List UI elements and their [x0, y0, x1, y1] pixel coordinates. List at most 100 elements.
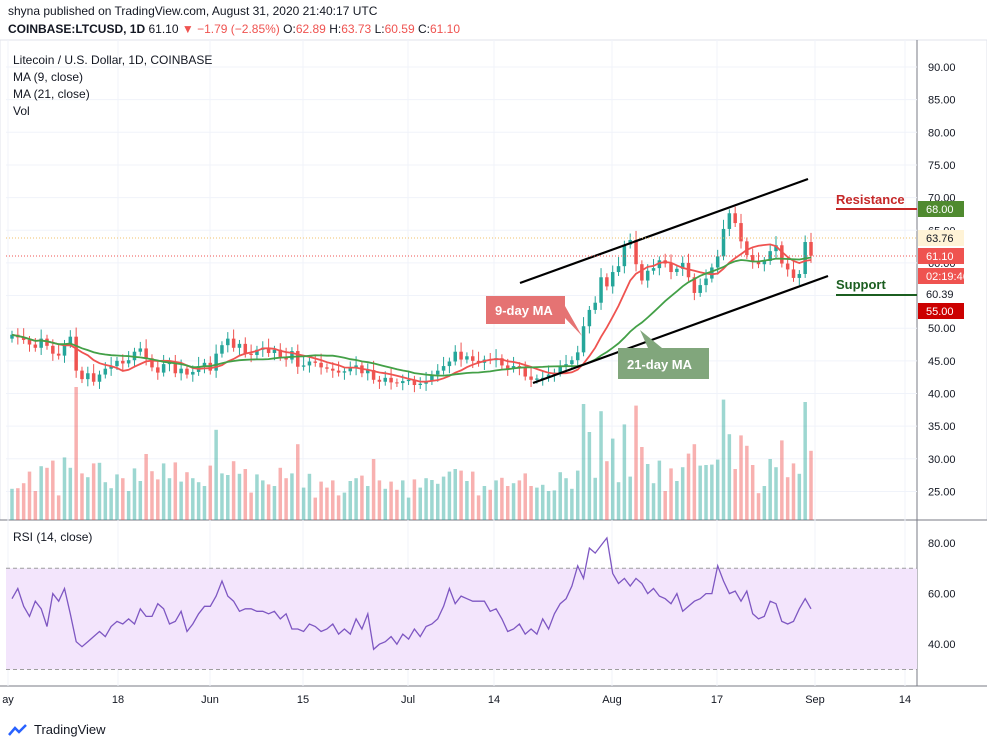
candle-body [226, 338, 230, 346]
candle-body [45, 338, 49, 346]
volume-bar [453, 469, 457, 520]
volume-bar [587, 432, 592, 520]
volume-bar [523, 473, 527, 520]
chart-title[interactable]: Litecoin / U.S. Dollar, 1D, COINBASE [13, 53, 213, 67]
candle-body [750, 255, 755, 262]
price-tags: 63.76 61.10 02:19:46 60.39 68.00 55.00 [918, 201, 969, 319]
close-value: 61.10 [429, 22, 460, 36]
volume-bar [686, 453, 691, 520]
volume-bar [465, 481, 469, 520]
volume-bar [27, 471, 32, 520]
price-tag-bg [918, 230, 964, 246]
volume-bar [657, 460, 662, 520]
volume-bar [56, 495, 61, 520]
candle-body [500, 358, 504, 366]
candle-body [587, 309, 592, 327]
volume-bar [710, 464, 714, 520]
volume-bar [348, 481, 353, 520]
volume-bar [39, 466, 43, 520]
volume-bar [745, 445, 749, 520]
volume-bar [51, 460, 55, 520]
trend-channel[interactable] [519, 177, 829, 385]
volume-bar [628, 476, 632, 520]
volume-bar [780, 440, 784, 520]
volume-bar [558, 472, 562, 520]
candle-body [739, 223, 743, 242]
volume-bar [575, 470, 580, 520]
candle-body [377, 379, 382, 382]
price-tag: 68.00 [918, 201, 964, 217]
volume-bar [470, 471, 475, 520]
rsi-band [6, 567, 917, 670]
candle-body [447, 361, 452, 367]
candle-body [395, 382, 399, 384]
volume-bar [167, 478, 172, 520]
volume-bar [150, 471, 154, 520]
candle-body [809, 242, 813, 256]
candle-body [138, 348, 143, 352]
high-value: 63.73 [341, 22, 372, 36]
volume-bar [354, 478, 358, 520]
candle-body [459, 351, 463, 360]
candle-body [371, 369, 376, 380]
volume-bar [80, 473, 84, 520]
candle-body [185, 368, 189, 375]
rsi-axis-label: 60.00 [928, 589, 956, 601]
vol-legend[interactable]: Vol [13, 104, 30, 118]
time-axis-label: Aug [602, 694, 622, 706]
volume-bar [505, 486, 510, 520]
volume-bar [698, 465, 702, 520]
volume-bar [103, 482, 108, 520]
publisher-line: shyna published on TradingView.com, Augu… [8, 4, 378, 18]
time-axis-label: ay [2, 694, 14, 706]
ma21-callout-bubble [618, 330, 709, 379]
candle-body [797, 274, 802, 278]
volume-bar [715, 459, 720, 520]
candle-body [150, 358, 154, 368]
candle-body [593, 302, 597, 310]
volume-bar [675, 481, 679, 520]
volume-bar [488, 489, 492, 520]
rsi-legend[interactable]: RSI (14, close) [13, 530, 93, 544]
candle-body [132, 351, 137, 361]
volume-bar [296, 444, 300, 520]
volume-bar [21, 483, 26, 520]
low-value: 60.59 [384, 22, 415, 36]
volume-bar [284, 478, 288, 520]
volume-bar [371, 459, 376, 520]
resistance-label: Resistance [836, 192, 905, 207]
volume-bar [669, 468, 673, 520]
candle-body [342, 371, 347, 373]
candle-body [645, 270, 650, 281]
volume-bar [266, 484, 271, 520]
candle-body [640, 264, 644, 281]
candle-body [704, 278, 708, 286]
last-price: 61.10 [148, 22, 179, 36]
candle-body [762, 260, 767, 265]
price-tag-label: 63.76 [926, 233, 954, 245]
candle-body [266, 347, 271, 354]
ma21-legend[interactable]: MA (21, close) [13, 87, 90, 101]
ma9-legend[interactable]: MA (9, close) [13, 70, 84, 84]
volume-bar [733, 469, 737, 520]
candle-body [599, 277, 603, 303]
volume-bar [301, 487, 306, 520]
symbol-label[interactable]: COINBASE:LTCUSD, 1D [8, 22, 146, 36]
volume-bar [261, 480, 265, 520]
price-axis-label: 35.00 [928, 421, 956, 433]
volume-bar [412, 479, 417, 520]
time-axis-label: Jul [401, 694, 415, 706]
time-axis-label: 18 [112, 694, 124, 706]
candle-body [441, 366, 446, 371]
volume-bar [331, 480, 335, 520]
candle-body [331, 368, 335, 371]
candle-body [529, 376, 533, 380]
volume-bar [535, 487, 539, 520]
candle-body [791, 269, 796, 278]
tradingview-logo[interactable]: TradingView [8, 722, 106, 737]
candlesticks[interactable] [10, 206, 813, 393]
candle-body [680, 262, 685, 269]
volume-bar [704, 465, 708, 520]
volume-bar [552, 490, 557, 520]
